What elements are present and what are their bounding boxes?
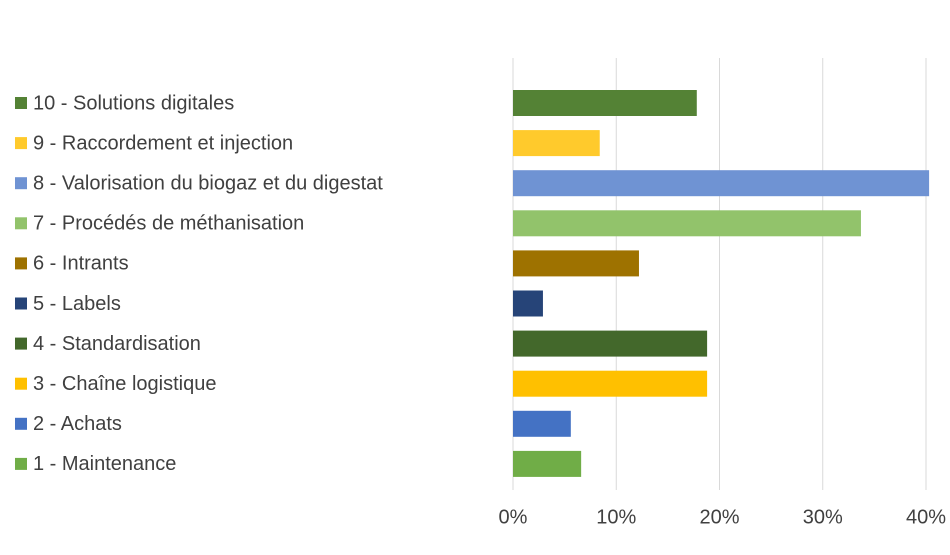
legend-label: 2 - Achats: [33, 413, 122, 435]
legend-label: 4 - Standardisation: [33, 333, 201, 355]
bar: [513, 290, 543, 317]
bar: [513, 90, 697, 116]
legend-label: 3 - Chaîne logistique: [33, 373, 216, 395]
legend-label: 7 - Procédés de méthanisation: [33, 213, 304, 235]
legend-swatch: [15, 417, 27, 430]
legend-swatch: [15, 337, 27, 350]
legend-label: 9 - Raccordement et injection: [33, 132, 293, 154]
bar: [513, 130, 600, 157]
x-tick-label: 30%: [803, 506, 843, 528]
legend-label: 1 - Maintenance: [33, 453, 176, 475]
legend-label: 6 - Intrants: [33, 253, 129, 275]
bar: [513, 250, 639, 277]
bar: [513, 370, 708, 397]
x-tick-label: 20%: [699, 506, 739, 528]
legend-swatch: [15, 217, 27, 230]
legend-label: 10 - Solutions digitales: [33, 92, 234, 114]
legend-swatch: [15, 457, 27, 470]
legend-label: 8 - Valorisation du biogaz et du digesta…: [33, 172, 383, 194]
bar: [513, 330, 708, 357]
bar: [513, 210, 861, 237]
legend-swatch: [15, 377, 27, 390]
x-tick-label: 10%: [596, 506, 636, 528]
legend-swatch: [15, 297, 27, 310]
x-tick-label: 40%: [906, 506, 946, 528]
legend-swatch: [15, 177, 27, 190]
bar: [513, 450, 582, 477]
x-tick-label: 0%: [499, 506, 528, 528]
legend-swatch: [15, 97, 27, 109]
legend-swatch: [15, 257, 27, 270]
legend-swatch: [15, 137, 27, 150]
bar: [513, 410, 571, 437]
legend-label: 5 - Labels: [33, 293, 121, 315]
bar: [513, 170, 930, 197]
